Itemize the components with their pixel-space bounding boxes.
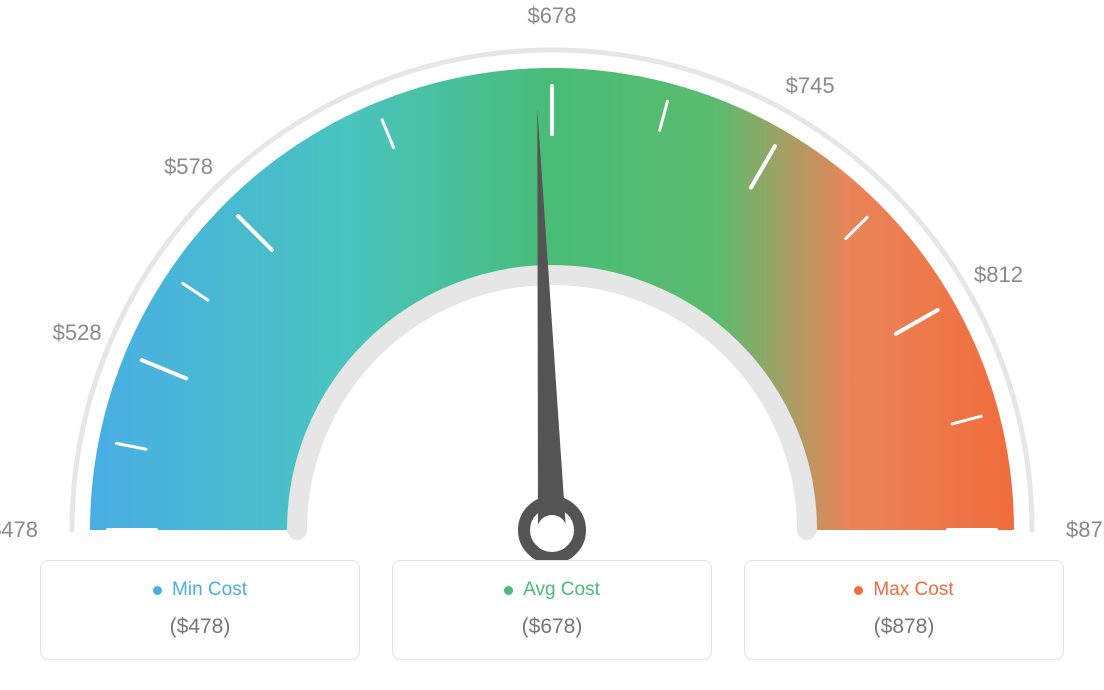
gauge-tick-label: $478 (0, 517, 38, 543)
gauge-area: $478 $528 $578 $678 $745 $812 $878 (0, 0, 1104, 560)
legend-label-avg: Avg Cost (523, 579, 600, 601)
legend-title-min: Min Cost (153, 579, 247, 601)
legend-card-max: Max Cost ($878) (744, 560, 1064, 660)
gauge-tick-label: $528 (53, 320, 102, 346)
legend-dot-avg (504, 586, 513, 595)
gauge-tick-label: $812 (974, 262, 1023, 288)
legend-value-min: ($478) (53, 615, 347, 639)
legend-card-min: Min Cost ($478) (40, 560, 360, 660)
legend-label-min: Min Cost (172, 579, 247, 601)
gauge-tick-label: $578 (164, 154, 213, 180)
legend-value-avg: ($678) (405, 615, 699, 639)
legend-row: Min Cost ($478) Avg Cost ($678) Max Cost… (0, 560, 1104, 660)
gauge-tick-label: $878 (1066, 517, 1104, 543)
legend-card-avg: Avg Cost ($678) (392, 560, 712, 660)
legend-dot-max (854, 586, 863, 595)
legend-label-max: Max Cost (873, 579, 953, 601)
legend-dot-min (153, 586, 162, 595)
legend-title-max: Max Cost (854, 579, 953, 601)
gauge-tick-label: $745 (786, 73, 835, 99)
gauge-svg (0, 20, 1104, 580)
gauge-tick-label: $678 (528, 3, 577, 29)
cost-gauge-chart: $478 $528 $578 $678 $745 $812 $878 Min Cost ($… (0, 0, 1104, 690)
legend-title-avg: Avg Cost (504, 579, 600, 601)
legend-value-max: ($878) (757, 615, 1051, 639)
